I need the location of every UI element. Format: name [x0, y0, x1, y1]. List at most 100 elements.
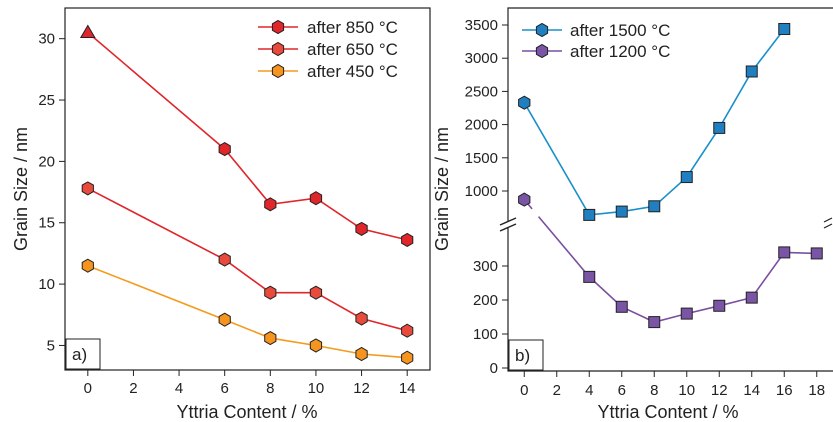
panel-a-data-point — [401, 350, 414, 365]
panel-a-data-point — [264, 285, 277, 300]
panel-a-data-point — [218, 252, 231, 267]
panel-a-y-tick-label: 20 — [38, 153, 55, 170]
panel-b-label: b) — [515, 346, 530, 365]
panel-a-data-point — [355, 221, 368, 236]
panel-a-series — [79, 24, 414, 365]
panel-b-y-axis-title: Grain Size / nm — [432, 127, 452, 251]
panel-b-frame — [507, 7, 833, 372]
panel-b-data-point — [583, 208, 596, 221]
panel-b-x-axis-title: Yttria Content / % — [597, 402, 738, 422]
panel-b-y-tick-label: 3500 — [465, 17, 498, 34]
panel-a-data-point — [218, 142, 231, 157]
panel-a-series-line — [87, 264, 408, 359]
panel-a-series-line — [87, 31, 408, 241]
panel-a-x-tick-label: 8 — [266, 380, 274, 397]
panel-b-data-point — [778, 246, 791, 259]
panel-b-x-tick-label: 12 — [711, 382, 728, 399]
panel-b-legend-marker — [535, 43, 549, 59]
panel-a-x-tick-label: 10 — [308, 380, 325, 397]
panel-a-legend: after 850 °C after 650 °C after 450 °C — [258, 18, 398, 81]
panel-a-data-point — [309, 285, 323, 300]
panel-a-data-point — [355, 311, 368, 326]
panel-a-x-tick-label: 4 — [175, 380, 183, 397]
panel-b-series — [518, 22, 823, 329]
panel-b-label-box — [508, 339, 544, 371]
panel-b-data-point — [615, 205, 628, 218]
panel-a-data-point — [218, 312, 231, 327]
panel-b-y-tick-label: 1000 — [465, 183, 498, 200]
panel-b-axis-break — [499, 217, 833, 232]
panel-a-legend-label: after 650 °C — [307, 40, 398, 59]
panel-b-legend-marker — [535, 22, 549, 38]
panel-b-x-tick-label: 10 — [678, 382, 695, 399]
panel-b-data-point — [583, 270, 596, 283]
panel-b-data-point — [713, 299, 726, 312]
panel-a-x-axis-title: Yttria Content / % — [176, 402, 317, 422]
panel-b-data-point — [810, 247, 823, 260]
panel-a-data-point — [79, 24, 96, 39]
panel-b-x-ticks: 0 2 4 6 8 10 12 14 16 18 — [520, 371, 825, 399]
panel-b-y-tick-label: 3000 — [465, 50, 498, 67]
panel-a-label: a) — [72, 345, 87, 364]
panel-b-y-tick-label: 2000 — [465, 117, 498, 134]
panel-a-legend-label: after 850 °C — [307, 18, 398, 37]
panel-b-x-tick-label: 2 — [553, 382, 561, 399]
panel-b-data-point — [778, 22, 791, 35]
panel-b-data-point — [648, 316, 661, 329]
panel-a-x-tick-label: 6 — [221, 380, 229, 397]
panel-b-data-point — [615, 300, 628, 313]
panel-a-legend-marker — [271, 19, 285, 35]
panel-b-y-ticks: 1000 1500 2000 2500 3000 3500 0 100 200 300 — [465, 17, 508, 377]
panel-a-series-line — [87, 187, 408, 332]
panel-b-x-tick-label: 6 — [618, 382, 626, 399]
panel-a-plot-area — [64, 7, 431, 371]
panel-b-x-tick-label: 16 — [776, 382, 793, 399]
panel-b-data-point — [680, 307, 693, 320]
panel-b-y-tick-label: 1500 — [465, 150, 498, 167]
panel-a-y-tick-label: 15 — [38, 215, 55, 232]
panel-a-y-axis-title: Grain Size / nm — [11, 127, 31, 251]
panel-a-data-point — [355, 346, 368, 362]
panel-b-y-tick-label: 300 — [473, 258, 498, 275]
panel-b-data-point — [518, 95, 531, 110]
panel-b-y-tick-label: 0 — [490, 360, 498, 377]
panel-a-y-tick-label: 25 — [38, 92, 55, 109]
panel-b-series-line — [537, 216, 590, 278]
panel-b-x-tick-label: 18 — [808, 382, 825, 399]
panel-b-data-point — [680, 171, 693, 184]
panel-a-x-tick-label: 14 — [399, 380, 416, 397]
panel-b-legend-label: after 1200 °C — [570, 42, 670, 61]
panel-a-x-ticks: 0 2 4 6 8 10 12 14 — [84, 370, 416, 397]
panel-b-y-tick-label: 200 — [473, 292, 498, 309]
panel-b-data-point — [745, 291, 758, 304]
panel-a-data-point — [81, 258, 94, 273]
panel-b-data-point — [518, 192, 531, 207]
panel-a-y-ticks: 5 10 15 20 25 30 — [38, 31, 65, 354]
panel-b-legend-label: after 1500 °C — [570, 21, 670, 40]
panel-b-y-tick-label: 100 — [473, 326, 498, 343]
panel-a-data-point — [401, 323, 414, 338]
panel-a-data-point — [309, 338, 323, 353]
panel-a-x-tick-label: 0 — [84, 380, 92, 397]
panel-b-legend: after 1500 °C after 1200 °C — [522, 21, 670, 61]
panel-b-y-tick-label: 2500 — [465, 83, 498, 100]
panel-a-data-point — [81, 181, 94, 196]
panel-a-x-tick-label: 12 — [353, 380, 370, 397]
panel-b-data-point — [648, 200, 661, 213]
panel-a-y-tick-label: 5 — [47, 337, 55, 354]
panel-b: 0 2 4 6 8 10 12 14 16 18 1000 1500 2000 2500 3000 3500… — [432, 7, 833, 422]
panel-a-data-point — [401, 232, 414, 247]
panel-b-data-point — [745, 65, 758, 78]
panel-a-label-box — [65, 338, 101, 370]
panel-a-y-tick-label: 10 — [38, 276, 55, 293]
panel-a-legend-label: after 450 °C — [307, 62, 398, 81]
panel-b-data-point — [713, 121, 726, 134]
panel-b-x-tick-label: 14 — [743, 382, 760, 399]
panel-a-legend-marker — [271, 63, 285, 79]
panel-a-legend-marker — [271, 41, 285, 57]
panel-b-x-tick-label: 4 — [585, 382, 593, 399]
panel-a-data-point — [309, 191, 323, 206]
panel-b-x-tick-label: 8 — [650, 382, 658, 399]
panel-a-data-point — [264, 197, 277, 212]
